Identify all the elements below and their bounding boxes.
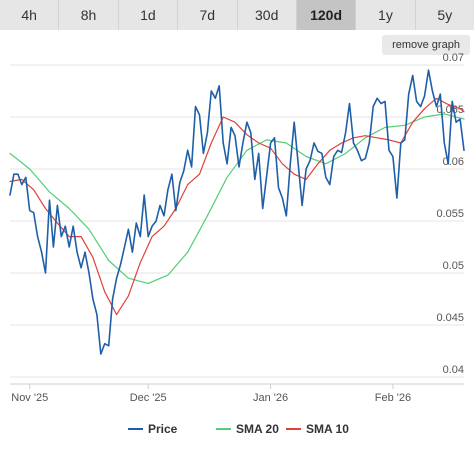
y-tick-label: 0.045 [436,312,464,324]
y-tick-label: 0.07 [443,52,464,64]
timeframe-tabs: 4h 8h 1d 7d 30d 120d 1y 5y [0,0,474,30]
series-line-sma-20 [9,113,465,284]
tab-120d[interactable]: 120d [296,0,357,30]
legend-label-sma-10: SMA 10 [306,422,349,436]
x-tick-label: Nov '25 [11,392,48,404]
remove-graph-button[interactable]: remove graph [382,35,470,55]
tab-5y[interactable]: 5y [415,0,474,30]
y-tick-label: 0.06 [443,156,464,168]
tab-8h[interactable]: 8h [59,0,119,30]
tab-1d[interactable]: 1d [118,0,179,30]
y-tick-label: 0.055 [436,208,464,220]
tab-30d[interactable]: 30d [237,0,297,30]
tab-7d[interactable]: 7d [178,0,238,30]
x-tick-label: Feb '26 [375,392,411,404]
y-tick-label: 0.05 [443,260,464,272]
legend-label-sma-20: SMA 20 [236,422,279,436]
legend-label-price: Price [148,422,178,436]
tab-1y[interactable]: 1y [356,0,416,30]
y-tick-label: 0.065 [436,104,464,116]
x-tick-label: Jan '26 [253,392,288,404]
y-tick-label: 0.04 [443,364,464,376]
series-line-sma-10 [9,97,465,316]
series-line-price [9,69,465,355]
x-tick-label: Dec '25 [130,392,167,404]
tab-4h[interactable]: 4h [0,0,60,30]
